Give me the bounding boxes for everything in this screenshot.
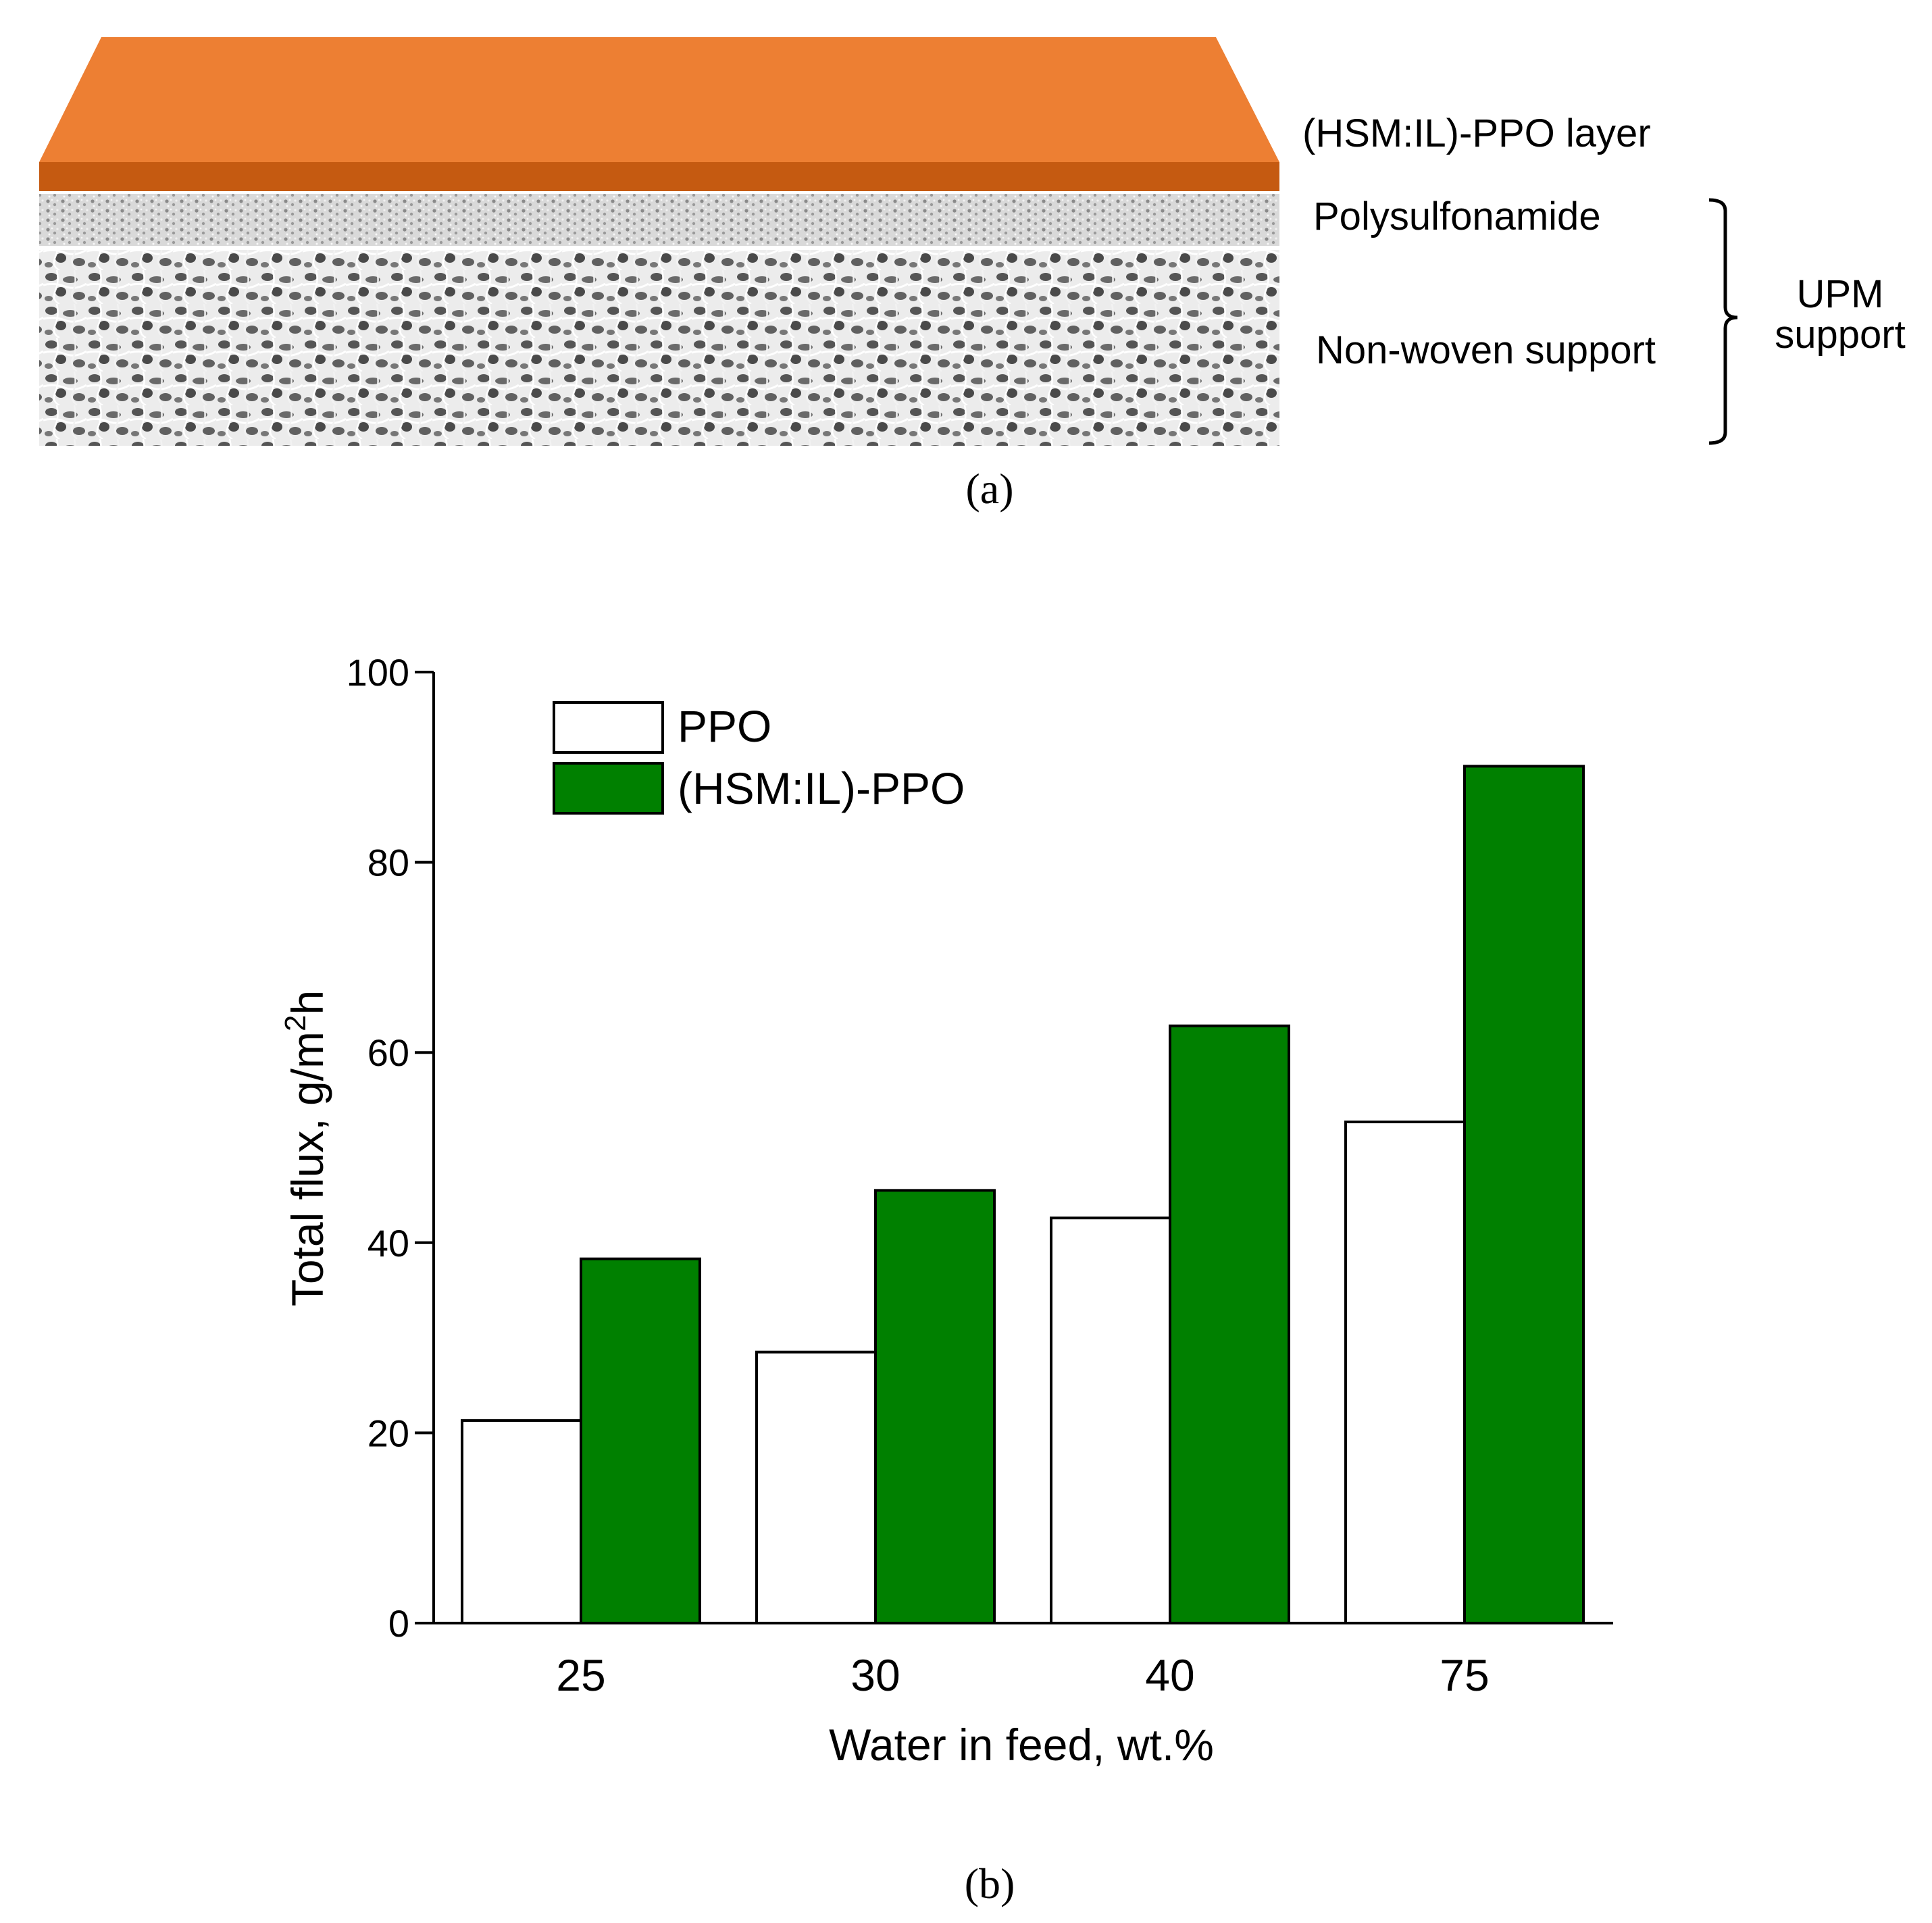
legend-swatch-hsm-il-ppo [553, 762, 664, 815]
legend-swatch-ppo [553, 701, 664, 754]
upm-support-label: support [1775, 313, 1905, 357]
layer-label-polysulfonamide: Polysulfonamide [1313, 195, 1601, 238]
y-axis-label-tail: h [282, 990, 332, 1015]
polysulfonamide-layer [39, 194, 1279, 246]
upm-bracket [1708, 198, 1738, 445]
x-tick-label-30: 30 [850, 1650, 900, 1700]
layer-label-non-woven: Non-woven support [1316, 328, 1656, 372]
bar-ppo-40 [1050, 1216, 1171, 1624]
x-tick-label-25: 25 [556, 1650, 605, 1700]
upm-label: UPM [1797, 272, 1884, 316]
bar-hsm-il-ppo-40 [1169, 1024, 1290, 1624]
y-tick-label-4: 80 [367, 842, 409, 884]
bar-ppo-25 [461, 1419, 582, 1624]
bar-hsm-il-ppo-25 [580, 1257, 701, 1624]
y-axis-label-main: Total flux, g/m [282, 1031, 332, 1306]
bar-chart: 0 20 40 60 80 100 25 30 40 75 PPO (HSM:IL)-PPO T… [279, 651, 1613, 1770]
top-layer-edge [39, 162, 1279, 191]
legend-label-hsm-il-ppo: (HSM:IL)-PPO [678, 763, 965, 813]
bar-hsm-il-ppo-75 [1463, 765, 1585, 1624]
non-woven-support-layer [39, 250, 1279, 446]
bar-ppo-30 [755, 1350, 877, 1624]
y-tick-label-5: 100 [347, 651, 409, 694]
legend-label-ppo: PPO [678, 701, 771, 751]
panel-b-caption: (b) [965, 1860, 1015, 1907]
y-tick-label-1: 20 [367, 1412, 409, 1454]
membrane-diagram [39, 37, 1279, 446]
y-tick-label-3: 60 [367, 1031, 409, 1074]
legend: PPO (HSM:IL)-PPO [553, 701, 965, 815]
x-tick-label-40: 40 [1145, 1650, 1194, 1700]
top-layer-surface [39, 37, 1279, 162]
y-axis-label: Total flux, g/m2h [279, 990, 332, 1306]
x-ticks-group: 25 30 40 75 [556, 1650, 1489, 1700]
x-axis-label: Water in feed, wt.% [829, 1720, 1214, 1770]
y-tick-label-2: 40 [367, 1222, 409, 1264]
bar-hsm-il-ppo-30 [874, 1189, 996, 1624]
panel-a-caption: (a) [965, 465, 1013, 513]
y-axis-label-sup: 2 [279, 1015, 312, 1031]
x-tick-label-75: 75 [1440, 1650, 1489, 1700]
y-ticks-group: 0 20 40 60 80 100 [347, 651, 434, 1645]
bars-group [461, 765, 1585, 1624]
bar-ppo-75 [1344, 1120, 1466, 1624]
y-tick-label-0: 0 [388, 1602, 409, 1645]
layer-label-top: (HSM:IL)-PPO layer [1302, 111, 1651, 155]
